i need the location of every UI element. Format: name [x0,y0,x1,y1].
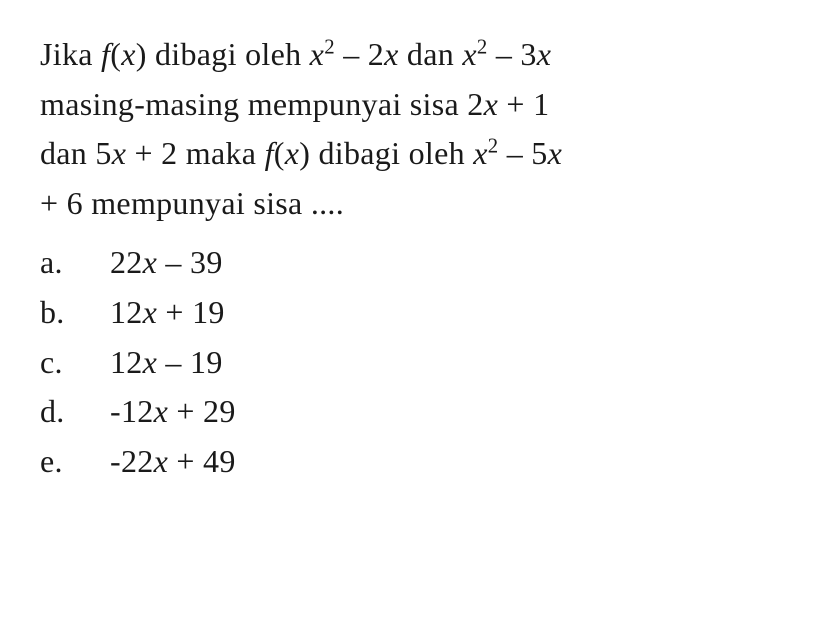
option-letter: c. [40,338,110,388]
opt-prefix: 22 [110,244,143,280]
option-text: 22x – 39 [110,238,784,288]
q-text: + 2 maka [126,135,264,171]
opt-suffix: + 19 [157,294,225,330]
q-var: f [265,135,274,171]
option-letter: a. [40,238,110,288]
q-var: x [473,135,488,171]
opt-prefix: 12 [110,344,143,380]
q-exp: 2 [477,35,488,58]
q-exp: 2 [324,35,335,58]
q-text: ) dibagi oleh [136,36,310,72]
q-var: x [484,86,499,122]
opt-suffix: – 19 [157,344,223,380]
question-text: Jika f(x) dibagi oleh x2 – 2x dan x2 – 3… [40,30,784,228]
opt-var: x [154,393,169,429]
option-text: -22x + 49 [110,437,784,487]
opt-suffix: – 39 [157,244,223,280]
option-letter: e. [40,437,110,487]
option-d: d. -12x + 29 [40,387,784,437]
q-var: x [310,36,325,72]
opt-var: x [154,443,169,479]
q-var: x [537,36,552,72]
opt-suffix: + 29 [168,393,236,429]
option-letter: d. [40,387,110,437]
q-var: x [112,135,127,171]
q-text: – 3 [488,36,537,72]
q-exp: 2 [488,135,499,158]
q-text: dan [399,36,463,72]
q-text: + 6 mempunyai sisa .... [40,185,344,221]
options-list: a. 22x – 39 b. 12x + 19 c. 12x – 19 d. -… [40,238,784,486]
option-text: -12x + 29 [110,387,784,437]
opt-prefix: -12 [110,393,154,429]
q-var: x [121,36,136,72]
q-text: + 1 [498,86,549,122]
q-text: – 2 [335,36,384,72]
q-var: x [285,135,300,171]
option-c: c. 12x – 19 [40,338,784,388]
q-text: Jika [40,36,101,72]
q-text: ) dibagi oleh [299,135,473,171]
q-text: – 5 [498,135,547,171]
opt-var: x [143,244,158,280]
opt-prefix: -22 [110,443,154,479]
q-text: ( [110,36,121,72]
q-var: x [462,36,477,72]
option-text: 12x + 19 [110,288,784,338]
q-var: f [101,36,110,72]
q-var: x [548,135,563,171]
opt-suffix: + 49 [168,443,236,479]
option-text: 12x – 19 [110,338,784,388]
option-e: e. -22x + 49 [40,437,784,487]
option-a: a. 22x – 39 [40,238,784,288]
q-text: dan 5 [40,135,112,171]
option-b: b. 12x + 19 [40,288,784,338]
q-text: ( [274,135,285,171]
opt-var: x [143,294,158,330]
opt-prefix: 12 [110,294,143,330]
q-var: x [384,36,399,72]
option-letter: b. [40,288,110,338]
q-text: masing-masing mempunyai sisa 2 [40,86,484,122]
opt-var: x [143,344,158,380]
